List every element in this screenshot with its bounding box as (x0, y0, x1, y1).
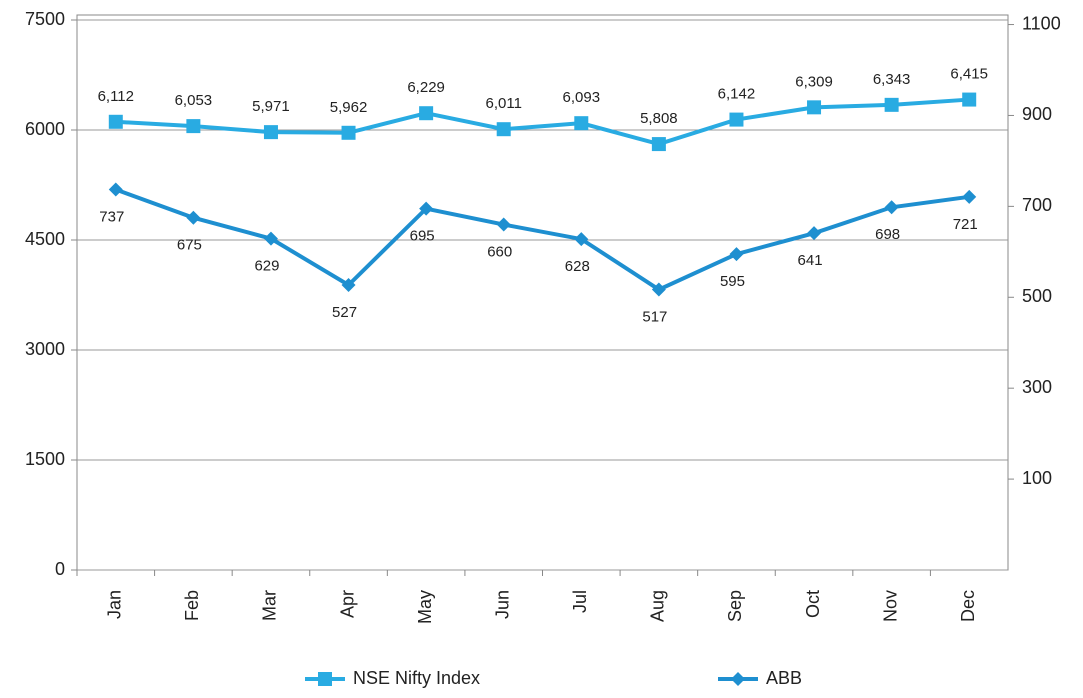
x-tick-label: Aug (648, 590, 668, 622)
x-tick-label: May (415, 590, 435, 624)
data-label: 721 (953, 216, 978, 233)
marker (807, 226, 822, 241)
data-label: 675 (177, 237, 202, 254)
marker (341, 125, 356, 140)
legend-label: NSE Nifty Index (353, 668, 480, 688)
data-label: 6,112 (98, 88, 134, 105)
x-tick-label: Dec (958, 590, 978, 622)
data-label: 628 (565, 258, 590, 275)
data-label: 6,229 (407, 79, 445, 96)
marker (318, 672, 332, 686)
x-tick-label: Feb (182, 590, 202, 621)
marker (731, 672, 745, 686)
data-label: 6,343 (873, 71, 911, 88)
marker (884, 200, 899, 215)
marker (186, 119, 201, 134)
y-tick-label: 4500 (25, 229, 65, 249)
data-label: 698 (875, 226, 900, 243)
marker (186, 210, 201, 225)
data-label: 527 (332, 304, 357, 321)
marker (496, 217, 511, 232)
y-tick-label: 0 (55, 559, 65, 579)
marker (574, 232, 589, 247)
data-label: 6,011 (485, 95, 521, 112)
x-tick-label: Jan (105, 590, 125, 619)
marker (884, 97, 899, 112)
y2-tick-label: 900 (1022, 104, 1052, 124)
marker (419, 201, 434, 216)
x-tick-label: Oct (803, 590, 823, 618)
marker (651, 282, 666, 297)
data-label: 695 (410, 228, 435, 245)
plot-frame (76, 14, 1009, 571)
marker (419, 106, 434, 121)
data-label: 6,415 (950, 66, 988, 83)
y2-tick-label: 300 (1022, 377, 1052, 397)
legend-label: ABB (766, 668, 802, 688)
marker (574, 116, 589, 131)
marker (962, 189, 977, 204)
data-label: 629 (254, 258, 279, 275)
marker (496, 122, 511, 137)
x-tick-label: Apr (337, 590, 357, 618)
data-label: 6,142 (718, 86, 756, 103)
data-label: 6,093 (563, 89, 601, 106)
data-label: 517 (642, 309, 667, 326)
data-label: 6,309 (795, 73, 833, 90)
marker (807, 100, 822, 115)
data-label: 5,971 (252, 98, 290, 115)
y2-tick-label: 500 (1022, 286, 1052, 306)
x-tick-label: Jun (492, 590, 512, 619)
x-tick-label: Nov (880, 590, 900, 622)
marker (729, 247, 744, 262)
x-tick-label: Mar (260, 590, 280, 621)
marker (263, 125, 278, 140)
data-label: 737 (99, 209, 124, 226)
y-tick-label: 7500 (25, 9, 65, 29)
y2-tick-label: 1100 (1022, 13, 1061, 33)
marker (651, 137, 666, 152)
marker (341, 278, 356, 292)
data-label: 641 (798, 252, 823, 269)
x-tick-label: Jul (570, 590, 590, 613)
data-label: 6,053 (175, 92, 213, 109)
y-tick-label: 1500 (25, 449, 65, 469)
series-line (115, 97, 970, 147)
y2-tick-label: 700 (1022, 195, 1052, 215)
marker (962, 92, 977, 107)
marker (263, 231, 278, 246)
marker (108, 182, 123, 197)
data-label: 660 (487, 244, 512, 261)
x-tick-label: Sep (725, 590, 745, 622)
y-tick-label: 6000 (25, 119, 65, 139)
y-tick-label: 3000 (25, 339, 65, 359)
data-label: 5,808 (640, 110, 678, 127)
marker (729, 112, 744, 127)
data-label: 5,962 (330, 99, 368, 116)
marker (108, 114, 123, 129)
data-label: 595 (720, 273, 745, 290)
series-line (115, 187, 970, 292)
y2-tick-label: 100 (1022, 468, 1052, 488)
